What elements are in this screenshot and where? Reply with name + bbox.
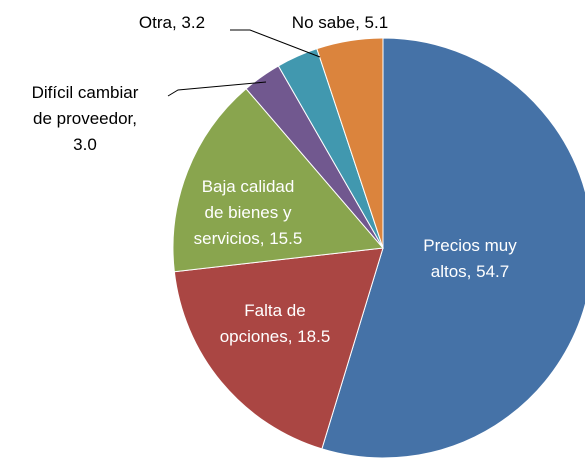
leader-line bbox=[167, 81, 267, 97]
pie-slice bbox=[316, 37, 384, 249]
data-label: Difícil cambiar de proveedor, 3.0 bbox=[32, 83, 139, 154]
pie-slice bbox=[321, 37, 585, 458]
pie-slice bbox=[172, 88, 384, 273]
data-label: Precios muy altos, 54.7 bbox=[423, 236, 517, 281]
pie-slice bbox=[173, 247, 384, 450]
data-label: No sabe, 5.1 bbox=[292, 13, 388, 32]
data-label: Otra, 3.2 bbox=[139, 13, 205, 32]
data-label: Falta de opciones, 18.5 bbox=[220, 301, 331, 346]
leader-line bbox=[230, 29, 321, 58]
data-label: Baja calidad de bienes y servicios, 15.5 bbox=[194, 177, 303, 248]
